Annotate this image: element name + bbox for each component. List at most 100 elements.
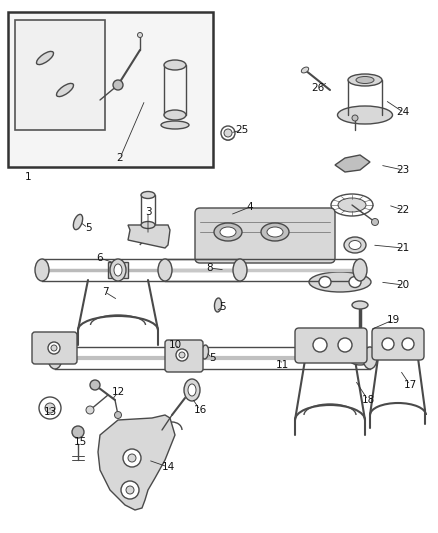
Text: 5: 5 <box>219 302 225 312</box>
Text: 20: 20 <box>396 280 410 290</box>
Ellipse shape <box>188 384 196 396</box>
FancyBboxPatch shape <box>165 340 203 372</box>
Text: 9: 9 <box>52 345 58 355</box>
Ellipse shape <box>301 67 309 73</box>
Text: 22: 22 <box>396 205 410 215</box>
Ellipse shape <box>382 338 394 350</box>
Polygon shape <box>335 155 370 172</box>
Ellipse shape <box>110 259 126 281</box>
Ellipse shape <box>215 298 222 312</box>
Ellipse shape <box>267 227 283 237</box>
Text: 7: 7 <box>102 287 108 297</box>
FancyBboxPatch shape <box>372 328 424 360</box>
Ellipse shape <box>313 338 327 352</box>
Ellipse shape <box>357 333 363 337</box>
Ellipse shape <box>221 126 235 140</box>
Ellipse shape <box>35 259 49 281</box>
Ellipse shape <box>176 349 188 361</box>
Ellipse shape <box>338 106 392 124</box>
Text: 15: 15 <box>74 437 87 447</box>
Ellipse shape <box>344 237 366 253</box>
FancyBboxPatch shape <box>295 328 367 363</box>
Ellipse shape <box>90 380 100 390</box>
Ellipse shape <box>331 194 373 216</box>
Bar <box>15 20 105 130</box>
Ellipse shape <box>201 345 208 359</box>
Ellipse shape <box>48 342 60 354</box>
Text: 17: 17 <box>403 380 417 390</box>
Text: 24: 24 <box>396 107 410 117</box>
Text: 1: 1 <box>25 172 31 182</box>
Text: 4: 4 <box>247 202 253 212</box>
Ellipse shape <box>138 33 142 37</box>
Ellipse shape <box>261 223 289 241</box>
Ellipse shape <box>164 60 186 70</box>
Ellipse shape <box>114 411 121 418</box>
Ellipse shape <box>214 223 242 241</box>
Ellipse shape <box>348 74 382 86</box>
Text: 16: 16 <box>193 405 207 415</box>
Ellipse shape <box>158 259 172 281</box>
Ellipse shape <box>224 129 232 137</box>
Text: 19: 19 <box>386 315 399 325</box>
Text: 10: 10 <box>169 340 182 350</box>
Text: 12: 12 <box>111 387 125 397</box>
Ellipse shape <box>141 222 155 229</box>
Text: 18: 18 <box>361 395 374 405</box>
Text: 6: 6 <box>97 253 103 263</box>
Ellipse shape <box>164 110 186 120</box>
Ellipse shape <box>161 121 189 129</box>
Ellipse shape <box>338 338 352 352</box>
Ellipse shape <box>352 115 358 121</box>
Ellipse shape <box>126 486 134 494</box>
Ellipse shape <box>73 214 83 230</box>
Text: 2: 2 <box>117 153 124 163</box>
Ellipse shape <box>233 259 247 281</box>
Text: 3: 3 <box>145 207 151 217</box>
Text: 23: 23 <box>396 165 410 175</box>
Text: 21: 21 <box>396 243 410 253</box>
Ellipse shape <box>356 77 374 84</box>
Ellipse shape <box>350 355 370 365</box>
FancyBboxPatch shape <box>32 332 77 364</box>
Ellipse shape <box>349 277 361 287</box>
Text: 13: 13 <box>43 407 57 417</box>
Text: 5: 5 <box>208 353 215 363</box>
Ellipse shape <box>36 51 53 64</box>
Ellipse shape <box>349 240 361 249</box>
Ellipse shape <box>48 347 62 369</box>
Ellipse shape <box>113 80 123 90</box>
Text: 8: 8 <box>207 263 213 273</box>
Text: 25: 25 <box>235 125 249 135</box>
Text: 14: 14 <box>161 462 175 472</box>
Ellipse shape <box>371 219 378 225</box>
Ellipse shape <box>338 198 366 212</box>
Ellipse shape <box>86 406 94 414</box>
Ellipse shape <box>363 347 377 369</box>
Ellipse shape <box>45 403 55 413</box>
Ellipse shape <box>184 379 200 401</box>
Ellipse shape <box>353 259 367 281</box>
Ellipse shape <box>72 426 84 438</box>
Ellipse shape <box>309 272 371 292</box>
Ellipse shape <box>114 264 122 276</box>
Ellipse shape <box>402 338 414 350</box>
Ellipse shape <box>121 481 139 499</box>
Ellipse shape <box>51 345 57 351</box>
Polygon shape <box>128 225 170 248</box>
Text: 5: 5 <box>85 223 91 233</box>
Bar <box>108 262 128 278</box>
Ellipse shape <box>141 191 155 198</box>
FancyBboxPatch shape <box>195 208 335 263</box>
Polygon shape <box>98 415 175 510</box>
Ellipse shape <box>179 352 185 358</box>
Ellipse shape <box>319 277 331 287</box>
Ellipse shape <box>220 227 236 237</box>
Text: 11: 11 <box>276 360 289 370</box>
Text: 26: 26 <box>311 83 325 93</box>
Ellipse shape <box>123 449 141 467</box>
Ellipse shape <box>57 83 74 96</box>
Ellipse shape <box>352 301 368 309</box>
Ellipse shape <box>128 454 136 462</box>
Ellipse shape <box>39 397 61 419</box>
